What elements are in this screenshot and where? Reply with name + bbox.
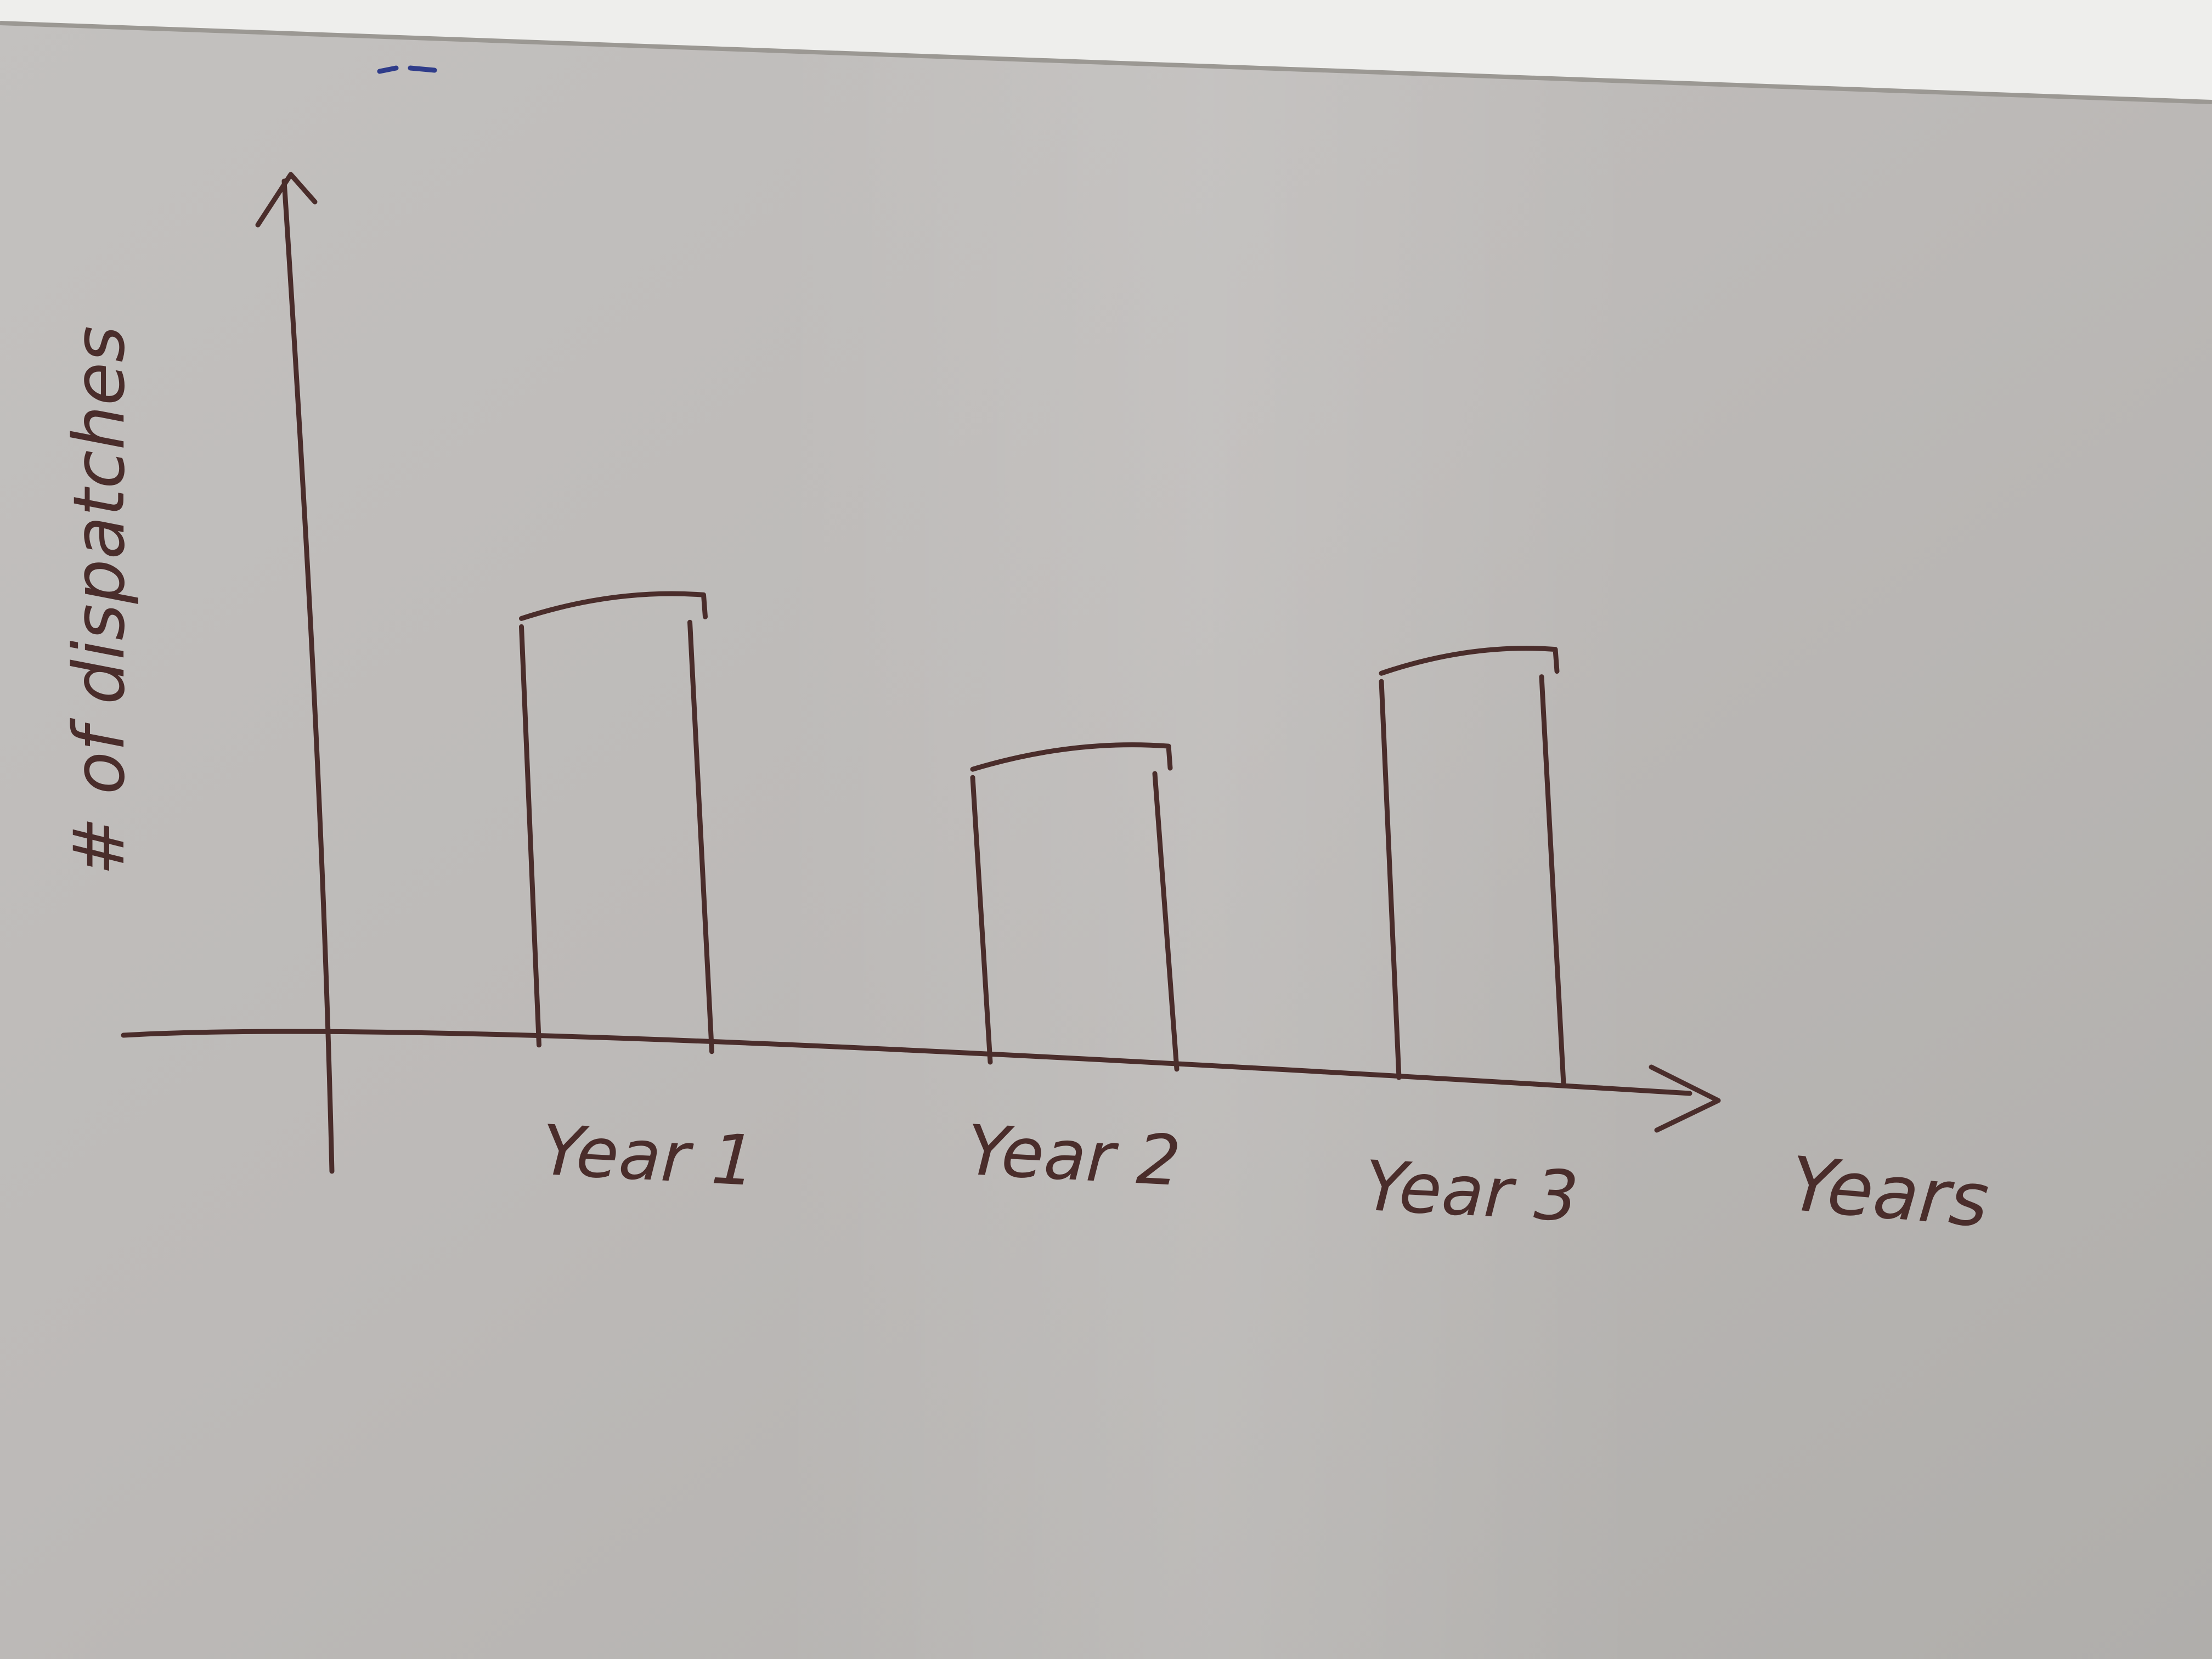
board-frame (0, 0, 2212, 101)
board-frame-edge (0, 21, 2212, 104)
bar (970, 742, 1180, 1072)
blue-marker-mark (377, 65, 437, 74)
x-tick-label: Year 2 (965, 1110, 1183, 1201)
y-axis-label: # of dispatches (59, 326, 140, 876)
bar (519, 591, 714, 1054)
x-axis-arrowhead (1649, 1064, 1721, 1133)
x-axis (121, 1029, 1692, 1096)
x-axis-label: Years (1787, 1141, 1992, 1245)
x-tick-label: Year 1 (540, 1110, 758, 1201)
x-tick-label: Year 3 (1363, 1146, 1581, 1237)
y-axis (281, 178, 335, 1174)
board-glare (768, 0, 1646, 1659)
y-axis-arrowhead (255, 172, 318, 228)
bar (1379, 646, 1566, 1086)
bars-group (519, 591, 1566, 1086)
x-tick-labels: Year 1 Year 2 Year 3 (540, 1110, 1581, 1237)
